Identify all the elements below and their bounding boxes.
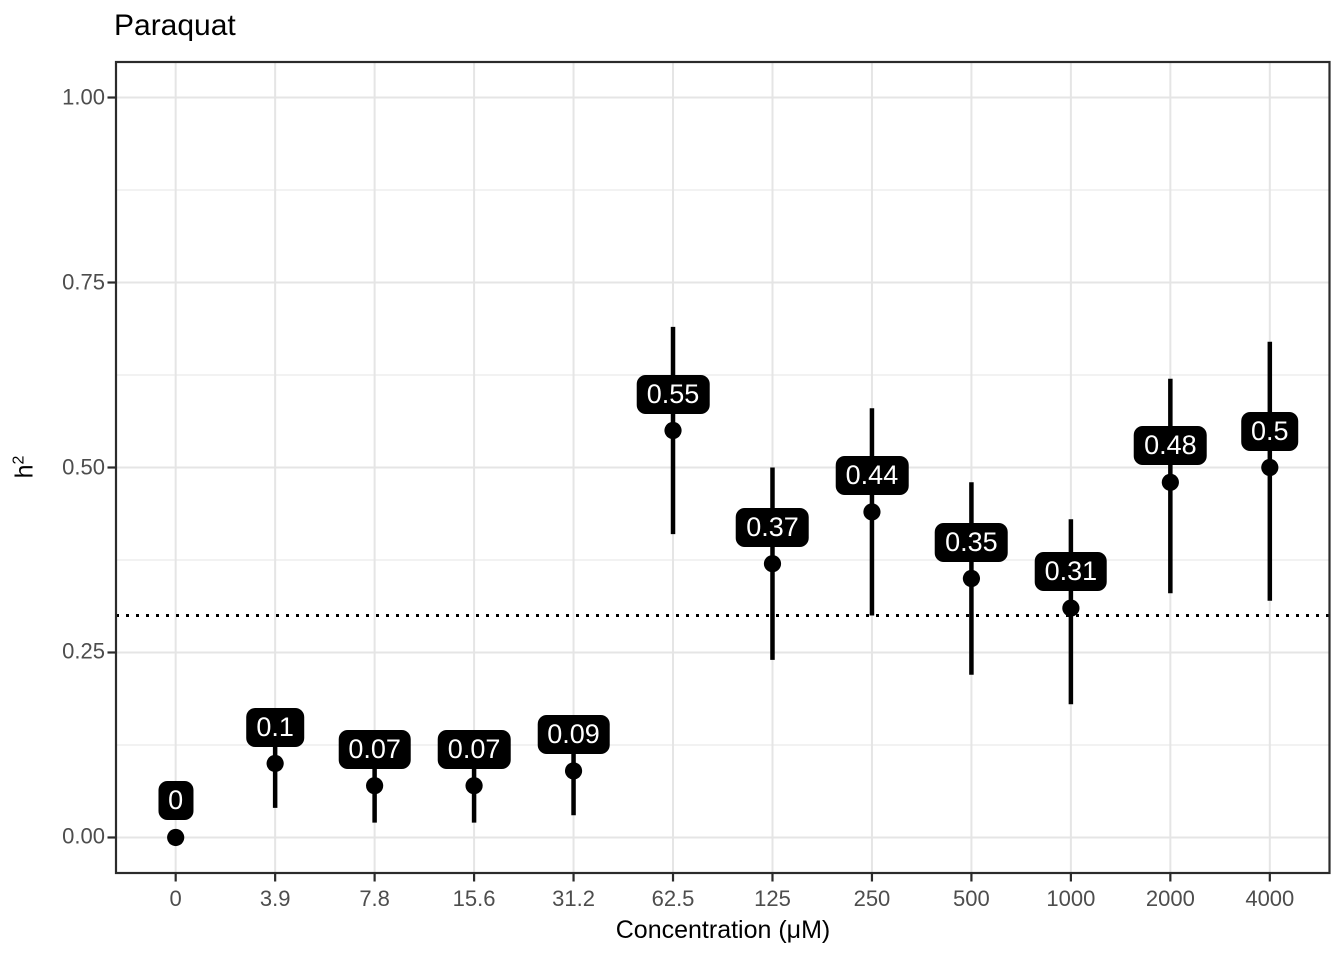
x-tick-label: 31.2 bbox=[552, 886, 595, 911]
x-tick-label: 500 bbox=[953, 886, 990, 911]
data-point bbox=[266, 754, 284, 773]
y-tick-label: 0.00 bbox=[62, 824, 105, 850]
data-point bbox=[564, 762, 583, 780]
value-label: 0.55 bbox=[636, 374, 710, 414]
data-point bbox=[1161, 473, 1179, 491]
value-label: 0.1 bbox=[246, 707, 304, 747]
x-tick-label: 0 bbox=[169, 886, 182, 911]
value-label: 0.37 bbox=[736, 507, 809, 547]
x-tick-label: 125 bbox=[754, 886, 791, 911]
value-label: 0.44 bbox=[835, 455, 909, 495]
value-label: 0.48 bbox=[1134, 426, 1207, 466]
data-point bbox=[1261, 458, 1279, 477]
x-tick-label: 3.9 bbox=[259, 886, 291, 911]
value-label: 0.35 bbox=[935, 522, 1008, 562]
value-label: 0.09 bbox=[537, 714, 610, 754]
y-tick-label: 1.00 bbox=[62, 84, 105, 110]
y-axis-title-base: h bbox=[10, 464, 39, 479]
data-point bbox=[465, 777, 483, 795]
data-point bbox=[962, 569, 981, 588]
value-label: 0.07 bbox=[338, 729, 411, 769]
data-point bbox=[763, 555, 782, 573]
value-label: 0.31 bbox=[1034, 552, 1108, 592]
x-tick-label: 7.8 bbox=[359, 886, 390, 911]
x-tick-label: 15.6 bbox=[452, 886, 496, 911]
x-tick-label: 2000 bbox=[1145, 886, 1195, 911]
value-label: 0 bbox=[158, 781, 194, 821]
y-axis-title-superscript: 2 bbox=[10, 455, 28, 465]
y-tick-label: 0.75 bbox=[62, 269, 105, 295]
value-label: 0.5 bbox=[1241, 411, 1299, 451]
x-tick-label: 1000 bbox=[1046, 886, 1096, 911]
x-tick-label: 62.5 bbox=[651, 886, 695, 911]
value-label: 0.07 bbox=[437, 729, 511, 769]
data-point bbox=[366, 777, 384, 795]
data-point bbox=[664, 421, 682, 440]
data-point bbox=[167, 828, 185, 847]
data-point bbox=[863, 503, 881, 521]
panel-border bbox=[114, 60, 1331, 875]
chart-title: Paraquat bbox=[114, 9, 236, 42]
x-tick-label: 4000 bbox=[1245, 886, 1295, 911]
y-tick-label: 0.25 bbox=[62, 639, 105, 665]
x-axis-title-text: Concentration (μM) bbox=[615, 916, 831, 944]
x-axis-title: Concentration (μM) bbox=[0, 916, 1344, 945]
data-point bbox=[1062, 599, 1080, 617]
y-axis-title: h2 bbox=[11, 456, 40, 479]
x-tick-label: 250 bbox=[853, 886, 891, 911]
y-tick-label: 0.50 bbox=[62, 454, 105, 480]
